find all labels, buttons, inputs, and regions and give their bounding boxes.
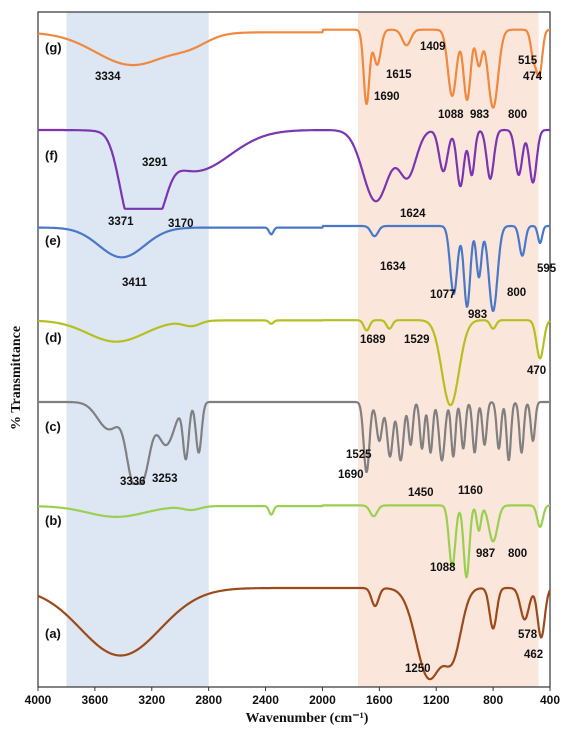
peak-annotation: 1624: [400, 208, 426, 220]
peak-annotation: 474: [523, 71, 543, 83]
peak-annotation: 1450: [408, 487, 434, 499]
peak-annotation: 3371: [108, 216, 134, 228]
trace-labels: (g) (f) (e) (d) (c) (b) (a): [45, 40, 62, 641]
peak-annotation: 1525: [346, 449, 372, 461]
spectrum-trace: [37, 504, 551, 579]
peak-annotations: 3334 1690 1615 1409 1088 983 800 515 474 3291 3371…: [95, 41, 557, 675]
spectrum-trace: [37, 586, 551, 681]
peak-annotation: 1088: [430, 562, 456, 574]
peak-annotation: 1634: [380, 261, 406, 273]
peak-annotation: 800: [507, 287, 526, 299]
peak-annotation: 800: [508, 548, 527, 560]
peak-annotation: 800: [508, 109, 527, 121]
peak-annotation: 1088: [438, 109, 464, 121]
x-tick-label: 4000: [25, 693, 52, 707]
x-axis-label: Wavenumber (cm⁻¹): [246, 711, 369, 726]
peak-annotation: 3336: [120, 476, 146, 488]
peak-annotation: 462: [524, 649, 543, 661]
spectrum-trace: [37, 319, 551, 407]
trace-label: (a): [45, 626, 61, 641]
x-tick-label: 3600: [82, 693, 109, 707]
peak-annotation: 1690: [374, 91, 400, 103]
trace-label: (f): [45, 148, 58, 163]
spectrum-trace: [37, 400, 551, 485]
spectrum-trace: [37, 128, 551, 210]
peak-annotation: 578: [518, 629, 538, 641]
highlight-bands: [66, 12, 539, 687]
peak-annotation: 1690: [338, 469, 364, 481]
plot-frame: [37, 11, 551, 688]
x-tick-label: 2400: [252, 693, 279, 707]
peak-annotation: 983: [470, 109, 489, 121]
peak-annotation: 595: [537, 263, 557, 275]
peak-annotation: 1689: [360, 334, 386, 346]
peak-annotation: 1529: [404, 334, 430, 346]
peak-annotation: 3253: [152, 473, 178, 485]
peak-annotation: 3291: [142, 157, 168, 169]
trace-label: (d): [45, 330, 62, 345]
x-tick-label: 2000: [309, 693, 336, 707]
peak-annotation: 1409: [420, 41, 446, 53]
x-tick-label: 1600: [366, 693, 393, 707]
spectrum-trace: [37, 28, 551, 109]
peak-annotation: 3170: [168, 218, 194, 230]
peak-annotation: 1250: [405, 663, 431, 675]
x-tick-label: 800: [483, 693, 503, 707]
spectrum-trace: [37, 224, 551, 313]
spectra-traces: [37, 28, 551, 681]
x-tick-label: 400: [540, 693, 560, 707]
peak-annotation: 470: [527, 365, 546, 377]
trace-label: (g): [45, 40, 62, 55]
highlight-band-1: [66, 12, 209, 687]
x-tick-label: 2800: [195, 693, 222, 707]
peak-annotation: 3411: [122, 277, 148, 289]
trace-label: (c): [45, 419, 61, 434]
trace-label: (e): [45, 233, 61, 248]
x-axis-ticks: 4000 3600 3200 2800 2400 2000 1600 1200 800 400: [25, 687, 560, 707]
x-tick-label: 1200: [423, 693, 450, 707]
highlight-band-2: [358, 12, 539, 687]
peak-annotation: 983: [468, 309, 487, 321]
y-axis-label: % Transmittance: [9, 326, 24, 430]
trace-label: (b): [45, 513, 62, 528]
peak-annotation: 515: [518, 55, 538, 67]
peak-annotation: 987: [476, 548, 495, 560]
x-tick-label: 3200: [138, 693, 165, 707]
peak-annotation: 1160: [458, 485, 483, 497]
peak-annotation: 1077: [430, 289, 456, 301]
peak-annotation: 3334: [95, 71, 121, 83]
peak-annotation: 1615: [386, 69, 412, 81]
